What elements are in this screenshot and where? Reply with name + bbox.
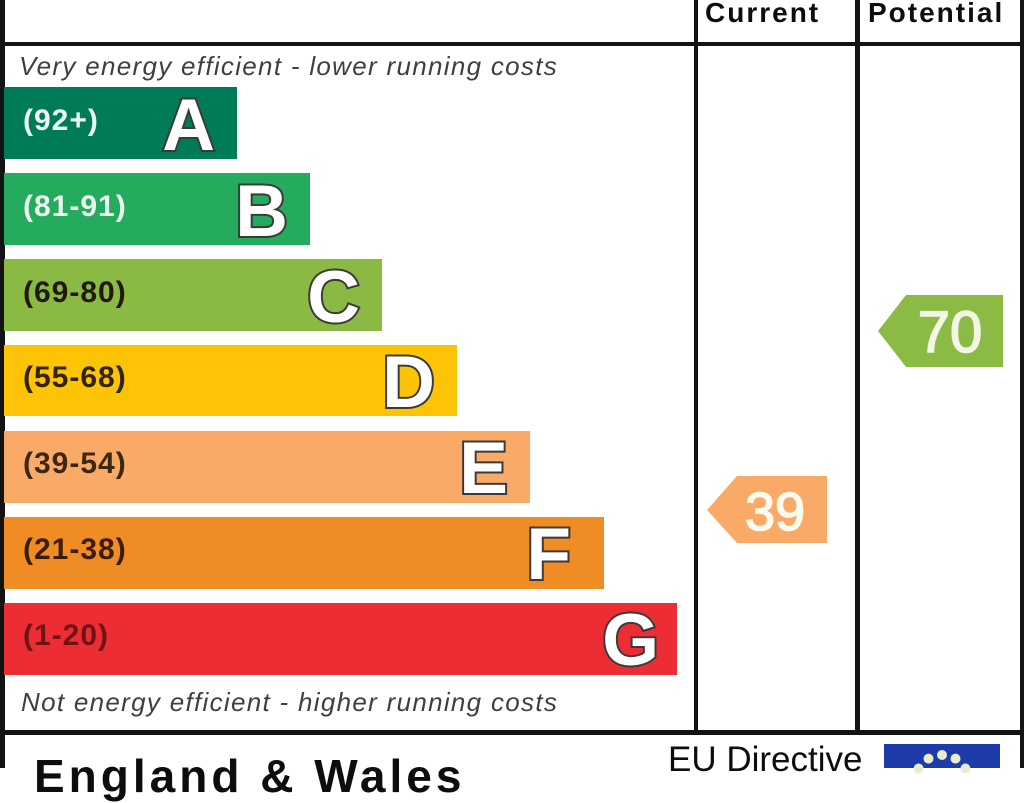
svg-text:70: 70 <box>918 300 983 365</box>
svg-text:C: C <box>307 257 360 338</box>
svg-text:39: 39 <box>745 482 805 542</box>
svg-text:B: B <box>235 171 288 252</box>
svg-text:D: D <box>382 342 435 423</box>
svg-text:E: E <box>459 428 508 509</box>
svg-text:A: A <box>162 85 215 166</box>
svg-text:G: G <box>602 600 659 681</box>
svg-text:F: F <box>526 514 571 595</box>
